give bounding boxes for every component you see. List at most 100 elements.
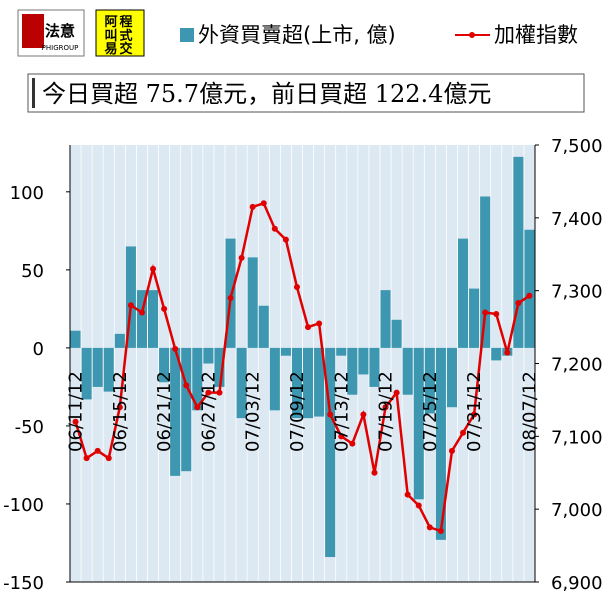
index-point [72, 418, 79, 425]
legend-dot [469, 32, 475, 38]
y2-tick-label: 6,900 [551, 573, 603, 594]
bar [103, 347, 114, 392]
bar [136, 290, 147, 348]
bar [92, 347, 103, 387]
x-tick-label: 07/19/12 [376, 371, 397, 452]
bar [402, 347, 413, 395]
note: 今日買超 75.7億元，前日買超 122.4億元 [42, 80, 491, 108]
bar [325, 347, 336, 558]
x-tick-label: 07/03/12 [243, 371, 264, 452]
index-point [415, 502, 422, 509]
x-tick-label: 07/09/12 [287, 371, 308, 452]
logo-icon [22, 14, 44, 48]
index-point [526, 292, 533, 299]
index-point [138, 309, 145, 316]
logo-char: 式 [119, 28, 132, 44]
logo-char: 程 [119, 15, 132, 30]
index-point [216, 389, 223, 396]
index-point [260, 200, 267, 207]
y-tick-label: -50 [15, 417, 44, 438]
logo-text: 法意 [45, 22, 75, 40]
bar [170, 347, 181, 476]
index-point [305, 324, 312, 331]
bar [247, 257, 258, 348]
note-box [27, 73, 585, 113]
index-point [426, 524, 433, 531]
bar [214, 347, 225, 387]
index-point [471, 411, 478, 418]
bar [446, 347, 457, 408]
index-point [338, 433, 345, 440]
index-point [249, 203, 256, 210]
logo-sub: PHIGROUP [42, 44, 79, 52]
bar [458, 238, 469, 348]
x-tick-label: 06/11/12 [66, 371, 87, 452]
y-tick-label: 100 [10, 183, 44, 204]
index-point [448, 447, 455, 454]
legend-label: 外資買賣超(上市, 億) [198, 23, 396, 47]
bar [159, 347, 170, 383]
logo-char: 易 [104, 42, 117, 57]
bar [269, 347, 280, 411]
bar [413, 347, 424, 500]
legend-swatch [180, 28, 194, 42]
index-point [282, 236, 289, 243]
index-point [437, 528, 444, 535]
y2-tick-label: 7,000 [551, 500, 603, 521]
index-point [205, 389, 212, 396]
index-point [316, 320, 323, 327]
index-point [404, 491, 411, 498]
bar [192, 347, 203, 411]
index-point [227, 294, 234, 301]
index-point [349, 440, 356, 447]
bar [203, 347, 214, 364]
x-tick-label: 07/13/12 [331, 371, 352, 452]
index-point [94, 447, 101, 454]
logo-char: 阿 [104, 15, 117, 30]
index-point [105, 455, 112, 462]
index-point [393, 389, 400, 396]
x-tick-label: 08/07/12 [519, 371, 540, 452]
legend-label: 加權指數 [494, 23, 578, 47]
index-point [493, 310, 500, 317]
index-point [271, 225, 278, 232]
bar [491, 347, 502, 361]
bar [480, 196, 491, 348]
index-point [360, 411, 367, 418]
index-point [382, 404, 389, 411]
index-point [83, 455, 90, 462]
index-point [515, 300, 522, 307]
bar [424, 347, 435, 414]
bar [181, 347, 192, 472]
logo-box [95, 9, 145, 57]
index-point [371, 469, 378, 476]
bar [469, 288, 480, 348]
logo-char: 交 [119, 41, 132, 57]
bar [280, 347, 291, 356]
y-tick-label: -150 [3, 573, 44, 594]
bar [369, 347, 380, 387]
index-point [150, 265, 157, 272]
index-point [194, 404, 201, 411]
index-point [183, 382, 190, 389]
y2-tick-label: 7,400 [551, 209, 603, 230]
x-tick-label: 07/25/12 [420, 371, 441, 452]
index-point [161, 305, 168, 312]
y-tick-label: 50 [21, 261, 44, 282]
index-line [74, 201, 531, 533]
x-tick-label: 06/15/12 [110, 371, 131, 452]
bar [291, 347, 302, 419]
bar [125, 246, 136, 348]
x-tick-label: 06/27/12 [198, 371, 219, 452]
bar [435, 347, 446, 540]
bar [358, 347, 369, 375]
bar [236, 347, 247, 419]
index-point [460, 429, 467, 436]
bar [380, 290, 391, 348]
y2-tick-label: 7,100 [551, 427, 603, 448]
bar [258, 305, 269, 348]
index-point [116, 404, 123, 411]
note-bar [32, 78, 35, 108]
